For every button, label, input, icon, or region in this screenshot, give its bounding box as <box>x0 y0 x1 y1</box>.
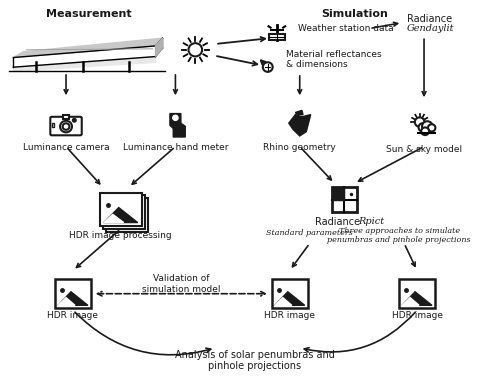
Text: Three approaches to simulate
penumbras and pinhole projections: Three approaches to simulate penumbras a… <box>328 227 471 244</box>
Polygon shape <box>58 292 88 305</box>
Polygon shape <box>332 187 344 200</box>
FancyBboxPatch shape <box>269 34 284 40</box>
Polygon shape <box>296 111 303 115</box>
Circle shape <box>263 62 272 72</box>
Polygon shape <box>104 214 124 223</box>
Circle shape <box>418 123 428 132</box>
FancyBboxPatch shape <box>62 115 70 119</box>
Text: Analysis of solar penumbras and
pinhole projections: Analysis of solar penumbras and pinhole … <box>175 350 335 371</box>
Polygon shape <box>156 38 162 56</box>
Polygon shape <box>275 292 304 305</box>
Circle shape <box>173 115 178 120</box>
Text: Validation of
simulation model: Validation of simulation model <box>142 274 220 294</box>
Text: Standard parameters: Standard parameters <box>266 229 353 237</box>
Text: Material reflectances
& dimensions: Material reflectances & dimensions <box>286 50 382 69</box>
Text: HDR image: HDR image <box>48 311 98 320</box>
Polygon shape <box>104 208 138 223</box>
Text: Sun & sky model: Sun & sky model <box>386 145 462 154</box>
Polygon shape <box>14 56 156 71</box>
Circle shape <box>72 118 76 122</box>
Text: Radiance: Radiance <box>407 14 452 24</box>
Polygon shape <box>402 292 432 305</box>
FancyBboxPatch shape <box>332 187 357 212</box>
FancyBboxPatch shape <box>399 279 435 308</box>
Text: HDR image: HDR image <box>264 311 316 320</box>
Polygon shape <box>14 38 162 58</box>
FancyBboxPatch shape <box>50 117 82 135</box>
Polygon shape <box>170 114 186 137</box>
Text: Radiance: Radiance <box>316 217 364 227</box>
Text: Gendaylit: Gendaylit <box>407 24 455 33</box>
Polygon shape <box>289 115 310 136</box>
Text: HDR image: HDR image <box>392 311 442 320</box>
Circle shape <box>422 121 432 132</box>
FancyBboxPatch shape <box>106 199 148 232</box>
Text: HDR image processing: HDR image processing <box>70 231 172 240</box>
Text: Luminance camera: Luminance camera <box>22 143 110 152</box>
Circle shape <box>415 117 424 127</box>
Circle shape <box>421 127 429 135</box>
Text: Measurement: Measurement <box>46 9 132 19</box>
Text: Simulation: Simulation <box>321 9 388 19</box>
Circle shape <box>428 124 436 132</box>
FancyBboxPatch shape <box>103 196 144 229</box>
FancyBboxPatch shape <box>100 193 141 226</box>
Polygon shape <box>402 297 419 305</box>
Text: Rhino geometry: Rhino geometry <box>264 143 336 152</box>
Circle shape <box>62 123 70 130</box>
FancyBboxPatch shape <box>272 279 308 308</box>
Polygon shape <box>275 297 292 305</box>
Circle shape <box>188 43 202 56</box>
Polygon shape <box>58 297 75 305</box>
Text: Weather station data: Weather station data <box>298 24 394 33</box>
FancyBboxPatch shape <box>52 123 54 127</box>
FancyBboxPatch shape <box>55 279 91 308</box>
Circle shape <box>60 121 72 132</box>
Text: Rpict: Rpict <box>358 217 384 226</box>
Text: Luminance hand meter: Luminance hand meter <box>122 143 228 152</box>
FancyBboxPatch shape <box>418 126 433 134</box>
